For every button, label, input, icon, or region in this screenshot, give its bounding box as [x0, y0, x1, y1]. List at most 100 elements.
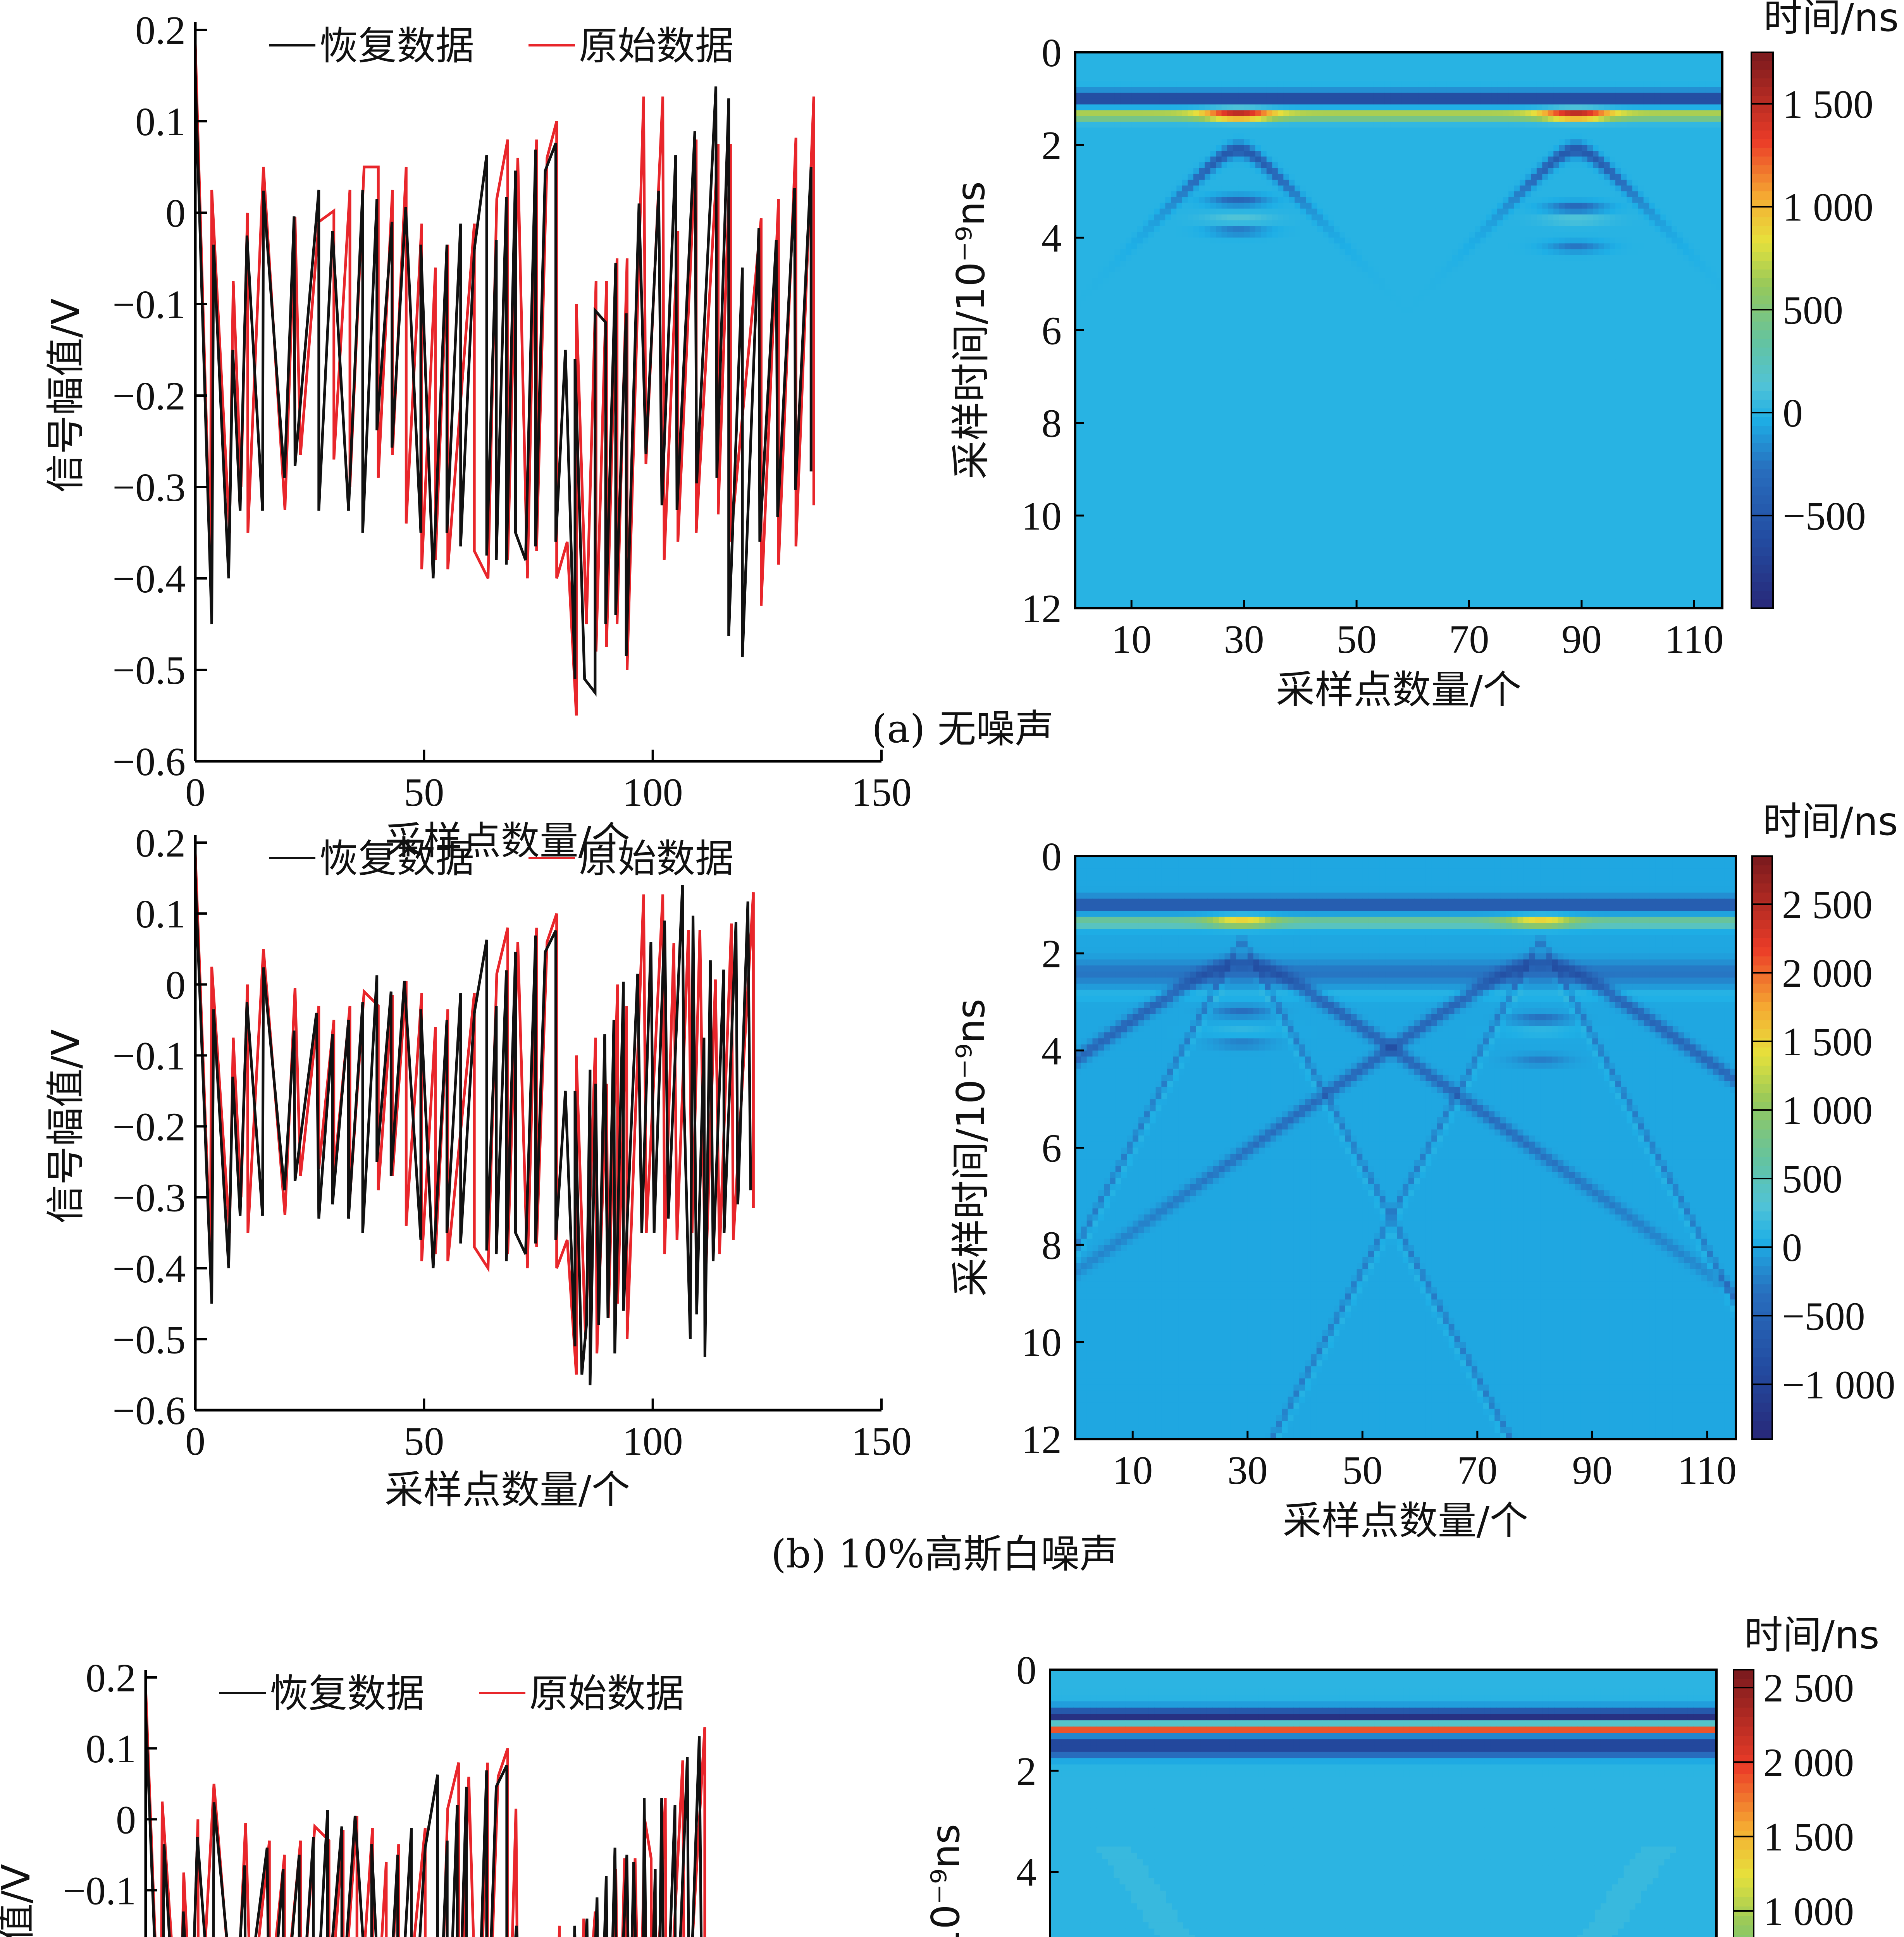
heat-cell	[1329, 232, 1334, 238]
heat-cell	[1570, 290, 1576, 296]
heat-cell	[1610, 58, 1616, 64]
heat-cell	[1238, 197, 1244, 203]
heat-cell	[1255, 76, 1261, 82]
heat-cell	[1160, 105, 1165, 111]
heat-cell	[1570, 243, 1576, 249]
heat-cell	[1599, 232, 1604, 238]
heat-cell	[1705, 209, 1711, 215]
heat-cell	[1419, 284, 1424, 290]
heat-cell	[1323, 249, 1329, 255]
heat-cell	[1238, 64, 1244, 70]
heat-cell	[1576, 203, 1582, 209]
heat-cell	[1205, 76, 1210, 82]
heat-cell	[1306, 76, 1312, 82]
heat-cell	[1452, 145, 1458, 151]
heat-cell	[1379, 139, 1385, 145]
heat-cell	[1216, 122, 1222, 128]
heat-cell	[1340, 99, 1346, 105]
heat-cell	[1469, 116, 1475, 122]
heat-cell	[1368, 220, 1374, 227]
heat-cell	[1283, 168, 1289, 174]
heat-cell	[1312, 157, 1317, 163]
heat-cell	[1694, 105, 1700, 111]
heat-cell	[1514, 232, 1520, 238]
heat-cell	[1525, 226, 1531, 232]
heat-cell	[1148, 116, 1154, 122]
heat-cell	[1627, 64, 1632, 70]
heat-cell	[1632, 197, 1638, 203]
heat-cell	[1165, 122, 1171, 128]
heat-cell	[1503, 76, 1509, 82]
heat-cell	[1295, 93, 1300, 99]
heat-cell	[1514, 70, 1520, 76]
heat-cell	[1424, 99, 1430, 105]
heat-cell	[1458, 133, 1464, 139]
heat-cell	[1379, 174, 1385, 180]
heat-cell	[1520, 76, 1525, 82]
heat-cell	[1565, 99, 1570, 105]
heat-cell	[1131, 255, 1137, 261]
heat-cell	[1542, 272, 1548, 279]
heat-cell	[1222, 226, 1227, 232]
heat-cell	[1131, 191, 1137, 198]
heat-cell	[1548, 290, 1554, 296]
heat-cell	[1210, 174, 1216, 180]
heat-cell	[1272, 215, 1278, 221]
heat-cell	[1300, 284, 1306, 290]
heat-cell	[1295, 122, 1300, 128]
heat-cell	[1244, 284, 1250, 290]
heat-cell	[1705, 151, 1711, 157]
heat-cell	[1250, 157, 1255, 163]
heat-cell	[1227, 81, 1233, 88]
heat-cell	[1492, 81, 1498, 88]
heat-cell	[1553, 220, 1559, 227]
heat-cell	[1205, 267, 1210, 273]
heat-cell	[1463, 255, 1469, 261]
heat-cell	[1351, 122, 1357, 128]
heat-cell	[1542, 58, 1548, 64]
heat-cell	[1216, 261, 1222, 267]
heat-cell	[1503, 290, 1509, 296]
heat-cell	[1677, 180, 1683, 186]
heat-cell	[1199, 93, 1205, 99]
heat-cell	[1610, 87, 1616, 93]
heat-cell	[1362, 267, 1368, 273]
heat-cell	[1283, 116, 1289, 122]
heat-cell	[1441, 197, 1447, 203]
heat-cell	[1390, 133, 1396, 139]
heat-cell	[1407, 203, 1413, 209]
heat-cell	[1711, 133, 1717, 139]
heat-cell	[1413, 243, 1419, 249]
heat-cell	[1120, 174, 1126, 180]
heat-cell	[1570, 261, 1576, 267]
heat-cell	[1508, 237, 1514, 244]
heat-cell	[1672, 145, 1677, 151]
heat-cell	[1565, 81, 1570, 88]
heat-cell	[1520, 249, 1525, 255]
heat-cell	[1334, 105, 1340, 111]
heat-cell	[1463, 272, 1469, 279]
heat-cell	[1610, 151, 1616, 157]
heat-cell	[1419, 133, 1424, 139]
heat-cell	[1576, 116, 1582, 122]
heat-cell	[1092, 278, 1098, 284]
heat-cell	[1323, 186, 1329, 192]
heat-cell	[1160, 93, 1165, 99]
heat-cell	[1255, 243, 1261, 249]
heat-cell	[1419, 243, 1424, 249]
heat-cell	[1587, 93, 1593, 99]
heat-cell	[1126, 139, 1132, 145]
heat-cell	[1627, 249, 1632, 255]
heat-cell	[1655, 157, 1661, 163]
heat-cell	[1525, 261, 1531, 267]
heat-cell	[1238, 127, 1244, 134]
heat-cell	[1143, 237, 1148, 244]
heat-cell	[1677, 162, 1683, 169]
heat-cell	[1497, 93, 1503, 99]
heat-cell	[1126, 261, 1132, 267]
heat-cell	[1340, 180, 1346, 186]
heat-cell	[1537, 203, 1542, 209]
heat-cell	[1385, 133, 1391, 139]
heat-cell	[1385, 93, 1391, 99]
heat-cell	[1621, 186, 1627, 192]
